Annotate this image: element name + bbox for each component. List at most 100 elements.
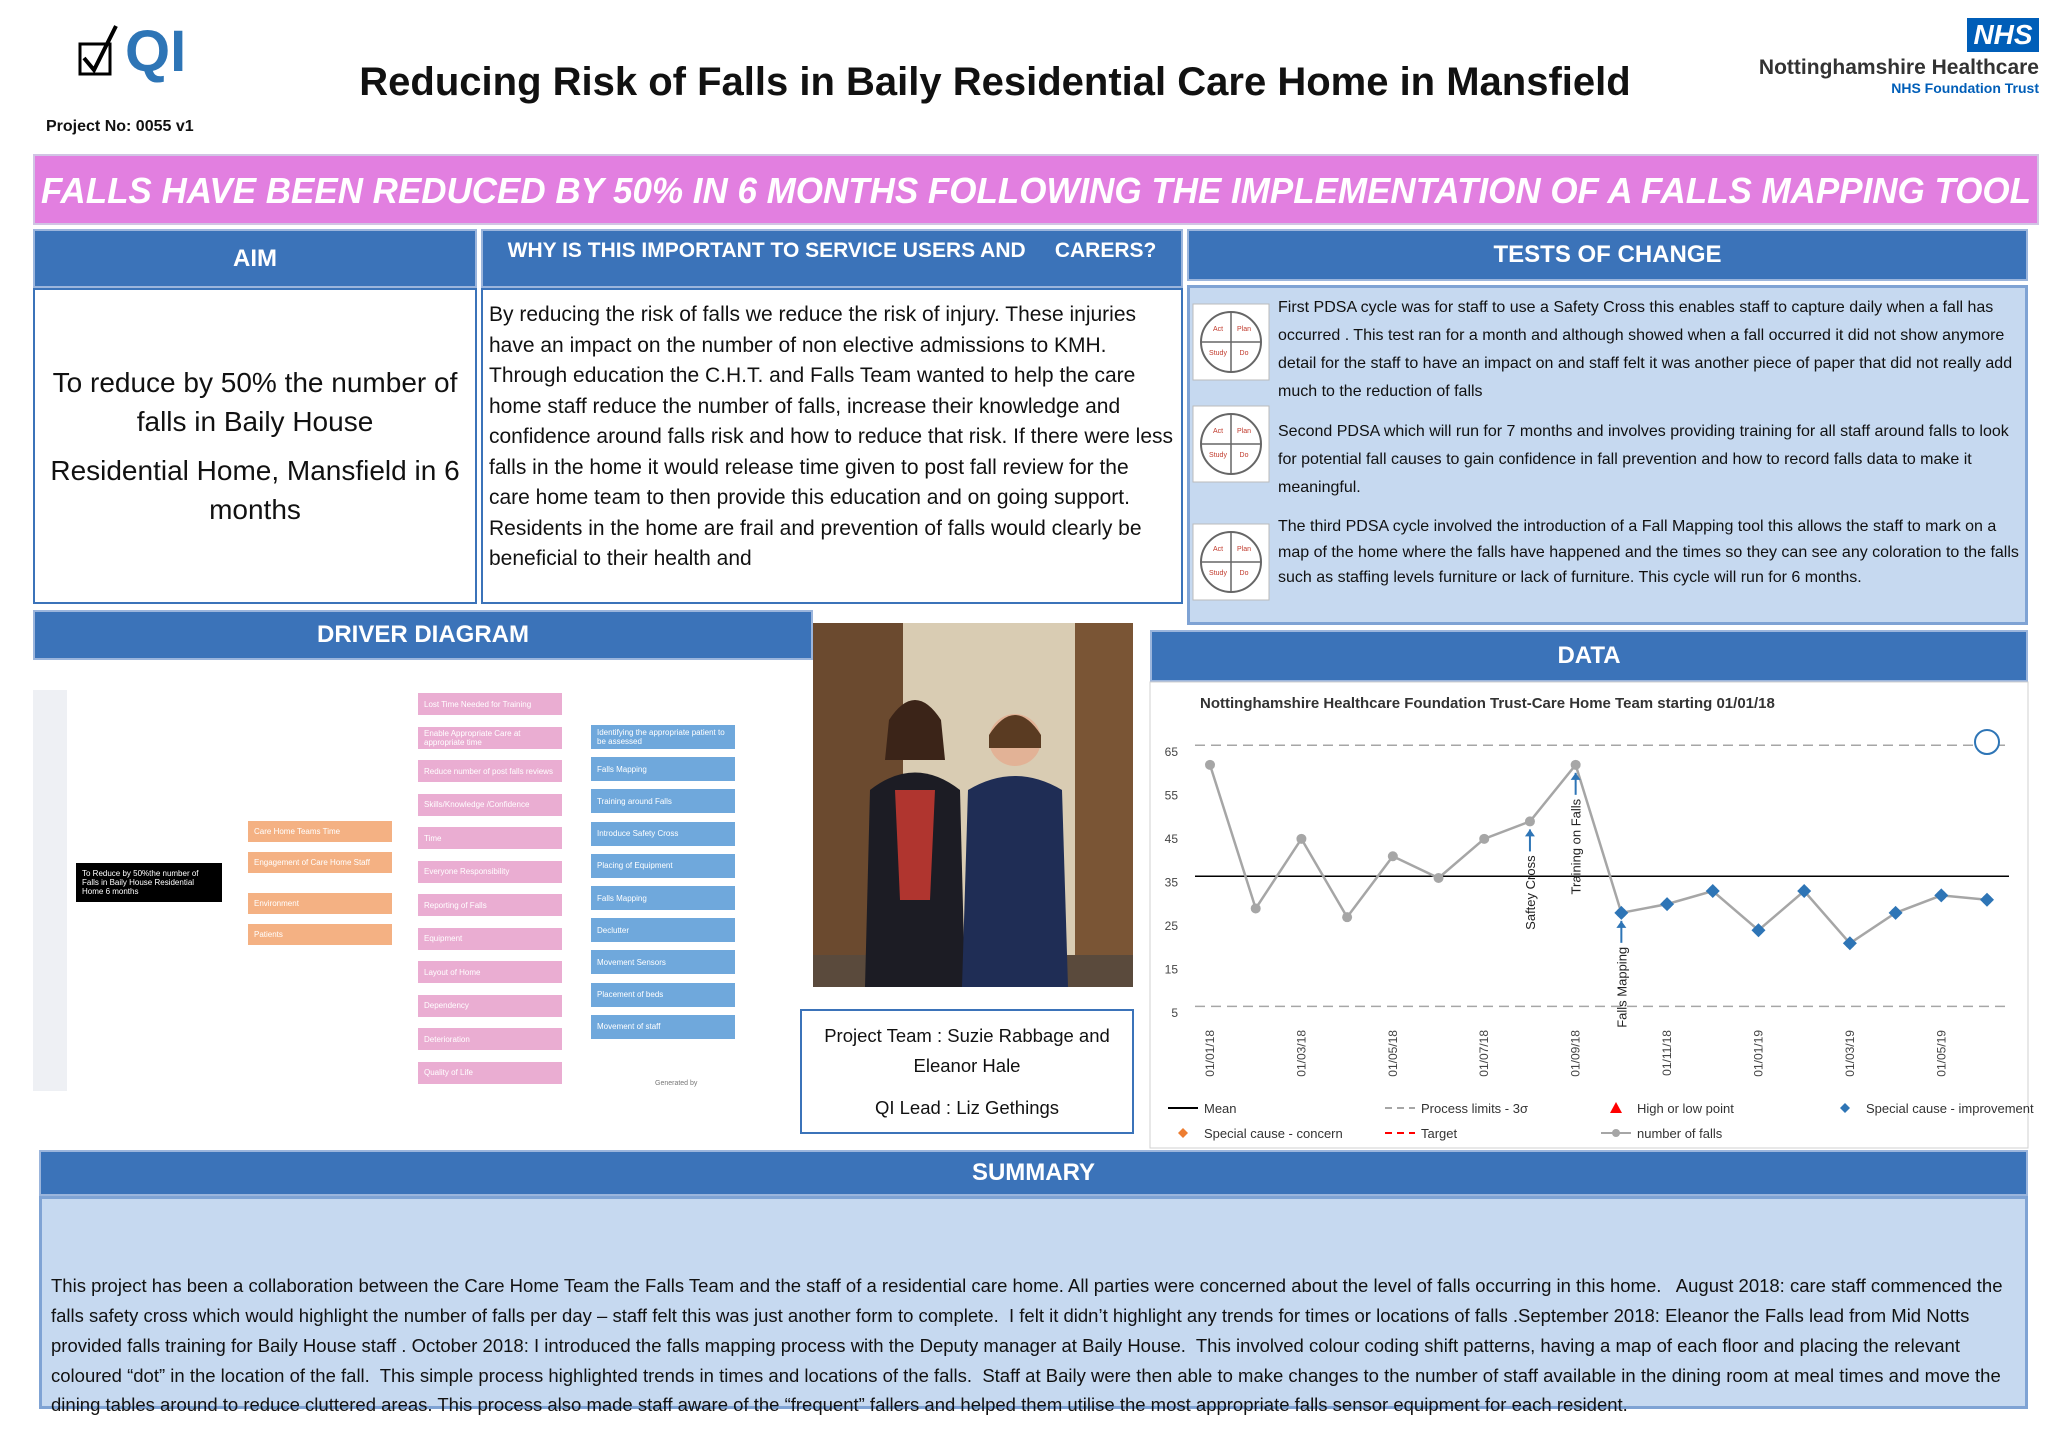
x-tick-label: 01/03/19 [1843,1030,1857,1077]
pdsa-label: Plan [1237,428,1251,435]
test-text: First PDSA cycle was for staff to use a … [1278,299,2013,400]
pdsa-label: Act [1213,326,1223,333]
section-heading: TESTS OF CHANGE [1187,229,2028,281]
data-point [1205,759,1215,770]
special-cause-point [1660,897,1675,912]
team-box: Project Team : Suzie Rabbage and Eleanor… [800,1009,1134,1134]
annotation-arrowhead [1570,772,1581,780]
logo-check [82,25,118,74]
primary-driver: Care Home Teams Time [248,821,392,842]
secondary-driver: Time [418,827,562,849]
org-name: Nottinghamshire Healthcare [1758,56,2039,79]
photo-person [895,790,935,900]
aim-text: Residential Home, Mansfield in 6 months [50,455,460,525]
pdsa-label: Plan [1237,546,1251,553]
x-tick-label: 01/01/19 [1751,1030,1765,1077]
special-cause-point [1614,905,1629,920]
annotation-text: Falls Mapping [1614,947,1629,1028]
poster-title: Reducing Risk of Falls in Baily Resident… [359,60,1631,104]
legend-symbol [1612,1129,1620,1137]
legend-symbol [1610,1102,1622,1113]
team-text: QI Lead : Liz Gethings [874,1097,1060,1118]
legend-label: Special cause - concern [1204,1126,1343,1141]
x-tick-label: 01/05/19 [1934,1030,1948,1077]
legend-symbol [1178,1128,1188,1138]
y-tick-label: 45 [1165,832,1179,846]
annotation-arrowhead [1616,920,1627,928]
y-tick-label: 35 [1165,875,1179,889]
summary-text: This project has been a collaboration be… [51,1275,2008,1416]
org-subtitle: NHS Foundation Trust [1891,80,2039,96]
change-idea: Placing of Equipment [591,853,735,878]
secondary-driver: Layout of Home [418,961,562,983]
primary-driver: Environment [248,893,392,914]
primary-driver: Engagement of Care Home Staff [248,852,392,873]
pdsa-label: Study [1209,452,1227,459]
banner-text: FALLS HAVE BEEN REDUCED BY 50% IN 6 MONT… [41,170,2031,211]
legend-symbol [1840,1103,1850,1113]
chart-title: Nottinghamshire Healthcare Foundation Tr… [1200,695,1775,712]
x-tick-label: 01/03/18 [1294,1030,1308,1077]
chart-background [1149,681,2029,1149]
change-idea: Movement Sensors [591,950,735,975]
section-heading: DATA [1150,630,2028,682]
data-point [1296,833,1307,844]
special-cause-point [1751,923,1766,938]
annotation-arrowhead [1524,829,1535,837]
y-tick-label: 65 [1165,745,1179,759]
y-tick-label: 55 [1165,788,1179,802]
data-point [1570,759,1581,770]
legend-label: Target [1421,1126,1458,1141]
special-cause-point [1980,892,1994,907]
test-text: The third PDSA cycle involved the introd… [1278,518,2019,586]
x-tick-label: 01/11/18 [1660,1030,1674,1076]
change-idea: Identifying the appropriate patient to b… [591,725,735,749]
legend-label: number of falls [1637,1126,1723,1141]
legend-label: Mean [1204,1101,1237,1116]
nhs-logo: NHS [1967,18,2039,52]
special-cause-point [1705,884,1720,899]
secondary-driver: Deterioration [418,1028,562,1050]
annotation-text: Saftey Cross [1523,855,1538,930]
x-tick-label: 01/09/18 [1569,1030,1583,1077]
special-cause-point [1842,936,1857,951]
change-idea: Declutter [591,918,735,943]
photo-person [989,715,1041,748]
logo-checkbox [78,42,112,76]
pdsa-label: Study [1209,570,1227,577]
secondary-driver: Everyone Responsibility [418,860,562,883]
secondary-driver: Skills/Knowledge /Confidence [418,793,562,816]
change-idea: Falls Mapping [591,757,735,782]
secondary-driver: Reduce number of post falls reviews [418,760,562,782]
y-tick-label: 25 [1165,919,1179,933]
test-text: Second PDSA which will run for 7 months … [1278,423,2009,496]
qi-logo: QI [125,19,187,84]
x-tick-label: 01/05/18 [1386,1030,1400,1077]
data-point [1524,816,1535,827]
pdsa-label: Plan [1237,326,1251,333]
data-point [1342,912,1353,923]
diagram-footer: Generated by [655,1080,698,1087]
secondary-driver: Equipment [418,927,562,950]
pdsa-label: Do [1240,452,1249,459]
section-heading: AIM [33,229,477,288]
why-text: By reducing the risk of falls we reduce … [489,303,1174,570]
diagram-aim: To Reduce by 50%the number of Falls in B… [76,863,222,902]
data-point [1433,873,1444,883]
data-point [1479,833,1490,844]
legend-label: Special cause - improvement [1866,1101,2034,1116]
secondary-driver: Reporting of Falls [418,894,562,916]
legend-label: Process limits - 3σ [1421,1101,1528,1116]
section-heading: SUMMARY [39,1150,2028,1196]
photo-person [962,776,1068,987]
photo-person [885,700,945,760]
section-heading: DRIVER DIAGRAM [33,610,813,660]
special-cause-point [1934,888,1949,903]
aim-box: To reduce by 50% the number of falls in … [33,288,477,604]
change-idea: Introduce Safety Cross [591,821,735,846]
pdsa-label: Do [1240,570,1249,577]
data-point [1250,903,1261,914]
team-photo [813,623,1133,987]
pdsa-label: Act [1213,428,1223,435]
